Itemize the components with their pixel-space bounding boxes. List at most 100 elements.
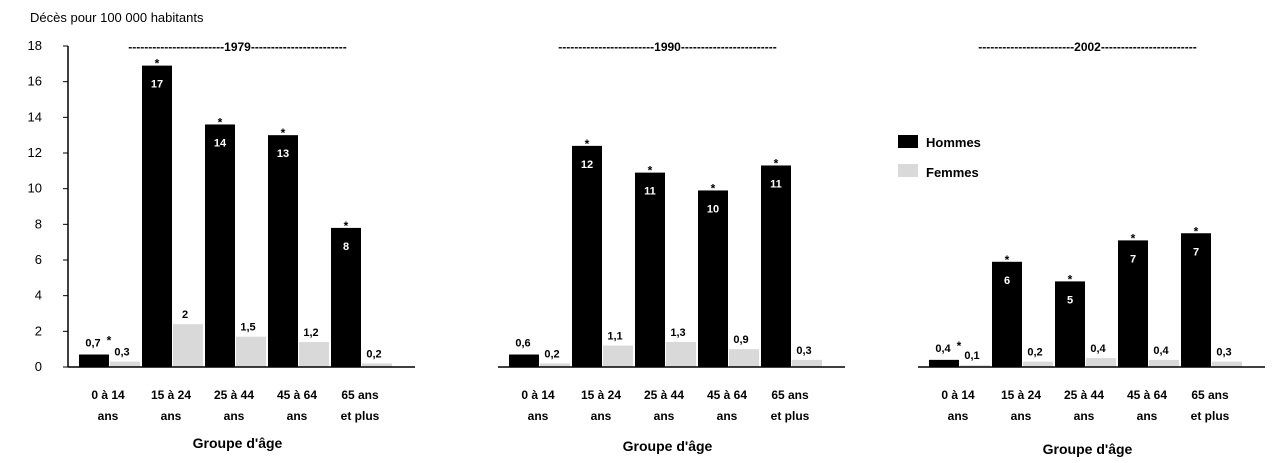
data-label-hommes: 7	[1130, 253, 1136, 265]
bar-femmes	[110, 361, 140, 367]
bar-femmes	[299, 342, 329, 367]
data-label-hommes: 14	[214, 137, 227, 149]
category-label: ans	[1074, 409, 1095, 423]
bar-femmes	[603, 345, 633, 367]
significance-star: *	[1005, 253, 1010, 267]
data-label-femmes: 0,1	[964, 350, 979, 362]
bar-hommes	[142, 65, 172, 367]
data-label-hommes: 0,4	[935, 343, 951, 355]
significance-star: *	[957, 339, 962, 353]
category-label: ans	[528, 409, 549, 423]
category-label: ans	[161, 409, 182, 423]
category-label: 45 à 64	[277, 388, 317, 402]
significance-star: *	[1131, 231, 1136, 245]
category-label: 25 à 44	[1064, 388, 1104, 402]
data-label-hommes: 6	[1004, 275, 1010, 287]
x-axis-title: Groupe d'âge	[1043, 441, 1133, 457]
x-axis-title: Groupe d'âge	[623, 438, 713, 454]
y-tick-label: 4	[35, 288, 42, 303]
data-label-hommes: 17	[151, 79, 163, 91]
significance-star: *	[344, 219, 349, 233]
group-title: ------------------------2002------------…	[978, 40, 1197, 54]
data-label-femmes: 0,2	[544, 348, 559, 360]
significance-star: *	[585, 137, 590, 151]
legend-label-femmes: Femmes	[926, 165, 979, 180]
bar-femmes	[1149, 359, 1179, 367]
group-title: ------------------------1990------------…	[558, 40, 777, 54]
category-label: 15 à 24	[1001, 388, 1041, 402]
data-label-femmes: 1,1	[607, 331, 622, 343]
bar-femmes	[1086, 358, 1116, 367]
category-label: 65 ans	[771, 388, 809, 402]
bar-hommes	[1118, 240, 1148, 367]
bar-femmes	[1212, 361, 1242, 367]
y-tick-label: 18	[28, 38, 42, 53]
legend-swatch-femmes	[898, 164, 918, 177]
category-label: et plus	[1191, 409, 1230, 423]
bars: ------------------------1979------------…	[79, 40, 1242, 367]
bar-femmes	[960, 365, 990, 367]
x-axis: 0 à 14 ans 15 à 24 ans 25 à 44 ans 45 à 64 ans 6…	[68, 366, 1265, 457]
data-label-hommes: 8	[343, 241, 349, 253]
bar-hommes	[79, 354, 109, 367]
bar-hommes	[635, 172, 665, 367]
category-label: 15 à 24	[151, 388, 191, 402]
y-tick-label: 2	[35, 323, 42, 338]
data-label-femmes: 0,3	[1216, 347, 1231, 359]
bar-hommes	[1181, 233, 1211, 367]
significance-star: *	[711, 181, 716, 195]
data-label-femmes: 0,9	[733, 334, 748, 346]
category-label: ans	[98, 409, 119, 423]
data-label-femmes: 0,3	[796, 345, 811, 357]
bar-hommes	[698, 190, 728, 367]
bar-femmes	[1023, 361, 1053, 367]
bar-femmes	[173, 324, 203, 367]
bar-femmes	[540, 363, 570, 367]
bar-hommes	[205, 124, 235, 367]
category-label: ans	[224, 409, 245, 423]
legend-swatch-hommes	[898, 135, 918, 148]
significance-star: *	[774, 156, 779, 170]
significance-star: *	[107, 334, 112, 348]
data-label-hommes: 13	[277, 148, 289, 160]
bar-hommes	[331, 227, 361, 367]
y-axis-title: Décès pour 100 000 habitants	[30, 10, 204, 25]
bar-femmes	[729, 349, 759, 367]
bar-hommes	[268, 135, 298, 367]
category-label: ans	[1137, 409, 1158, 423]
x-axis-title: Groupe d'âge	[193, 435, 283, 451]
y-tick-label: 16	[28, 74, 42, 89]
data-label-hommes: 5	[1067, 294, 1073, 306]
y-tick-label: 6	[35, 252, 42, 267]
group-title: ------------------------1979------------…	[128, 40, 347, 54]
data-label-hommes: 0,7	[85, 338, 100, 350]
bar-femmes	[666, 342, 696, 367]
category-label: et plus	[341, 409, 380, 423]
category-label: 25 à 44	[644, 388, 684, 402]
data-label-hommes: 12	[581, 159, 593, 171]
significance-star: *	[155, 57, 160, 71]
bar-hommes	[992, 261, 1022, 367]
bar-hommes	[929, 359, 959, 367]
significance-star: *	[1068, 272, 1073, 286]
category-label: ans	[717, 409, 738, 423]
category-label: 0 à 14	[941, 388, 975, 402]
significance-star: *	[218, 115, 223, 129]
data-label-femmes: 2	[182, 309, 188, 321]
data-label-hommes: 7	[1193, 246, 1199, 258]
data-label-femmes: 0,4	[1153, 345, 1169, 357]
category-label: 15 à 24	[581, 388, 621, 402]
bar-hommes	[509, 354, 539, 367]
data-label-femmes: 0,4	[1090, 343, 1106, 355]
legend: Hommes Femmes	[898, 135, 981, 180]
data-label-femmes: 0,2	[366, 348, 381, 360]
category-label: 45 à 64	[1127, 388, 1167, 402]
category-label: 65 ans	[341, 388, 379, 402]
category-label: ans	[948, 409, 969, 423]
data-label-hommes: 0,6	[515, 338, 530, 350]
category-label: 0 à 14	[521, 388, 555, 402]
significance-star: *	[648, 164, 653, 178]
bar-femmes	[792, 359, 822, 367]
significance-star: *	[281, 126, 286, 140]
data-label-femmes: 0,3	[114, 347, 129, 359]
